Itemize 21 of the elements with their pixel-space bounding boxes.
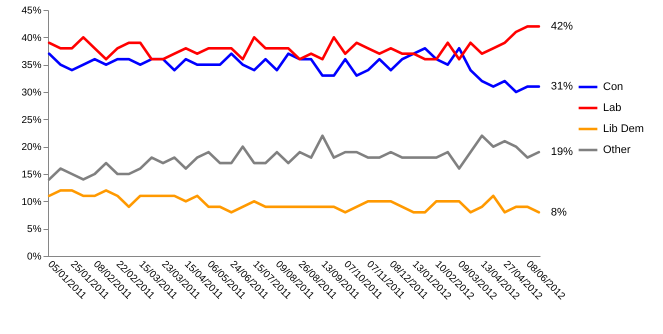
- y-tick-label: 25%: [21, 114, 42, 126]
- text: 31%: [550, 80, 574, 93]
- y-tick-label: 40%: [21, 32, 42, 44]
- text: 8%: [550, 206, 567, 218]
- line-series: [48, 189, 540, 214]
- legend-label: Con: [603, 81, 624, 93]
- legend-label: Lib Dem: [603, 123, 644, 135]
- y-tick-label: 30%: [21, 88, 42, 98]
- text: 42%: [550, 20, 574, 32]
- text: 19%: [550, 146, 574, 158]
- y-tick-label: 10%: [21, 196, 42, 208]
- y-tick-label: 20%: [21, 142, 42, 154]
- legend-label: Lab: [603, 102, 622, 114]
- legend-label: Other: [603, 144, 631, 156]
- y-tick-label: 15%: [21, 170, 42, 180]
- line-series: [48, 25, 540, 60]
- y-tick-label: 35%: [21, 60, 42, 72]
- y-tick-label: 5%: [27, 224, 42, 236]
- line-series: [48, 46, 540, 94]
- y-tick-label: 45%: [21, 6, 42, 16]
- y-tick-label: 0%: [27, 252, 42, 262]
